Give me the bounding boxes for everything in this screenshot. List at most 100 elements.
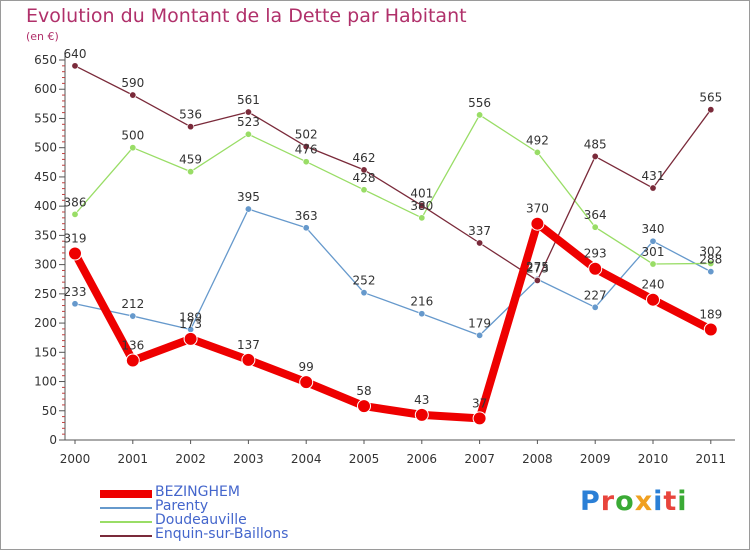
series-line-bezinghem — [71, 219, 715, 423]
data-point-enquin-sur-baillons — [707, 106, 715, 114]
data-label-enquin-sur-baillons: 536 — [179, 108, 202, 122]
data-label-parenty: 340 — [642, 222, 665, 236]
data-point-doudeauville — [187, 168, 195, 176]
y-tick-label: 50 — [42, 404, 57, 418]
x-tick-label: 2010 — [638, 452, 669, 466]
legend-label: Enquin-sur-Baillons — [155, 526, 289, 542]
data-label-doudeauville: 380 — [410, 199, 433, 213]
data-point-parenty — [302, 224, 310, 232]
data-label-enquin-sur-baillons: 640 — [64, 47, 87, 61]
legend-swatch — [100, 507, 152, 509]
data-label-enquin-sur-baillons: 401 — [410, 187, 433, 201]
data-point-doudeauville — [649, 260, 657, 268]
data-point-bezinghem — [530, 216, 545, 231]
data-label-doudeauville: 492 — [526, 133, 549, 147]
data-point-bezinghem — [68, 246, 82, 261]
data-label-doudeauville: 386 — [64, 195, 87, 209]
data-label-bezinghem: 43 — [414, 393, 429, 407]
series-line-enquin-sur-baillons — [74, 65, 712, 282]
data-label-bezinghem: 293 — [584, 247, 607, 261]
x-tick-label: 2008 — [522, 452, 553, 466]
data-point-parenty — [707, 268, 715, 276]
y-tick-label: 400 — [34, 199, 57, 213]
data-point-doudeauville — [591, 223, 599, 231]
data-point-bezinghem — [588, 261, 603, 276]
data-point-doudeauville — [476, 111, 484, 119]
x-tick-label: 2007 — [464, 452, 495, 466]
data-label-doudeauville: 556 — [468, 96, 491, 110]
data-point-parenty — [244, 205, 252, 213]
data-label-bezinghem: 99 — [299, 360, 314, 374]
series-line-parenty — [74, 208, 712, 337]
data-label-bezinghem: 240 — [642, 278, 665, 292]
data-point-enquin-sur-baillons — [187, 123, 195, 131]
data-label-bezinghem: 319 — [64, 232, 87, 246]
logo-letter: i — [653, 486, 664, 517]
data-label-enquin-sur-baillons: 273 — [526, 261, 549, 275]
data-point-enquin-sur-baillons — [418, 202, 426, 210]
data-label-bezinghem: 136 — [121, 338, 144, 352]
chart-legend: BEZINGHEM Parenty Doudeauville Enquin-sur-B… — [100, 484, 360, 546]
y-tick-label: 500 — [34, 141, 57, 155]
series-line-doudeauville — [74, 114, 712, 265]
data-label-parenty: 212 — [121, 297, 144, 311]
data-label-parenty: 216 — [410, 295, 433, 309]
data-point-doudeauville — [360, 186, 368, 194]
data-point-parenty — [476, 331, 484, 339]
data-label-doudeauville: 476 — [295, 143, 318, 157]
data-label-parenty: 189 — [179, 311, 202, 325]
legend-swatch — [100, 490, 152, 498]
data-label-parenty: 395 — [237, 190, 260, 204]
data-point-enquin-sur-baillons — [649, 184, 657, 192]
legend-item: Parenty — [100, 498, 360, 514]
legend-item: Enquin-sur-Baillons — [100, 526, 360, 542]
data-point-enquin-sur-baillons — [71, 62, 79, 70]
data-point-parenty — [649, 237, 657, 245]
data-point-enquin-sur-baillons — [476, 239, 484, 247]
data-point-doudeauville — [533, 148, 541, 156]
x-tick-label: 2003 — [233, 452, 264, 466]
data-point-doudeauville — [129, 144, 137, 152]
data-point-enquin-sur-baillons — [360, 166, 368, 174]
legend-item: BEZINGHEM — [100, 484, 360, 500]
y-tick-label: 450 — [34, 170, 57, 184]
x-tick-label: 2006 — [407, 452, 438, 466]
x-tick-label: 2001 — [118, 452, 149, 466]
y-tick-label: 100 — [34, 375, 57, 389]
data-label-parenty: 233 — [64, 285, 87, 299]
x-tick-label: 2005 — [349, 452, 380, 466]
legend-swatch — [100, 535, 152, 537]
y-tick-label: 300 — [34, 258, 57, 272]
data-point-bezinghem — [125, 353, 140, 368]
y-tick-label: 550 — [34, 111, 57, 125]
logo-letter: x — [634, 486, 654, 517]
data-point-enquin-sur-baillons — [591, 152, 599, 160]
data-point-bezinghem — [646, 292, 660, 307]
data-label-enquin-sur-baillons: 462 — [353, 151, 376, 165]
logo-letter: i — [677, 486, 688, 517]
data-point-parenty — [129, 312, 137, 320]
data-point-enquin-sur-baillons — [244, 108, 252, 116]
data-label-parenty: 227 — [584, 288, 607, 302]
data-label-enquin-sur-baillons: 561 — [237, 93, 260, 107]
y-tick-label: 0 — [49, 433, 57, 447]
data-label-doudeauville: 523 — [237, 115, 260, 129]
legend-item: Doudeauville — [100, 512, 360, 528]
legend-label: BEZINGHEM — [155, 484, 240, 500]
legend-label: Parenty — [155, 498, 209, 514]
data-label-enquin-sur-baillons: 502 — [295, 128, 318, 142]
data-point-bezinghem — [472, 411, 487, 426]
data-point-parenty — [360, 289, 368, 297]
data-label-enquin-sur-baillons: 565 — [699, 91, 722, 105]
data-label-doudeauville: 428 — [353, 171, 376, 185]
legend-swatch — [100, 521, 152, 523]
data-point-bezinghem — [241, 352, 256, 367]
data-label-bezinghem: 189 — [699, 308, 722, 322]
logo-letter: o — [615, 486, 635, 517]
x-tick-label: 2004 — [291, 452, 322, 466]
data-point-bezinghem — [299, 375, 314, 390]
y-tick-label: 650 — [34, 53, 57, 67]
data-point-bezinghem — [703, 322, 718, 337]
data-point-parenty — [591, 303, 599, 311]
data-label-doudeauville: 459 — [179, 153, 202, 167]
